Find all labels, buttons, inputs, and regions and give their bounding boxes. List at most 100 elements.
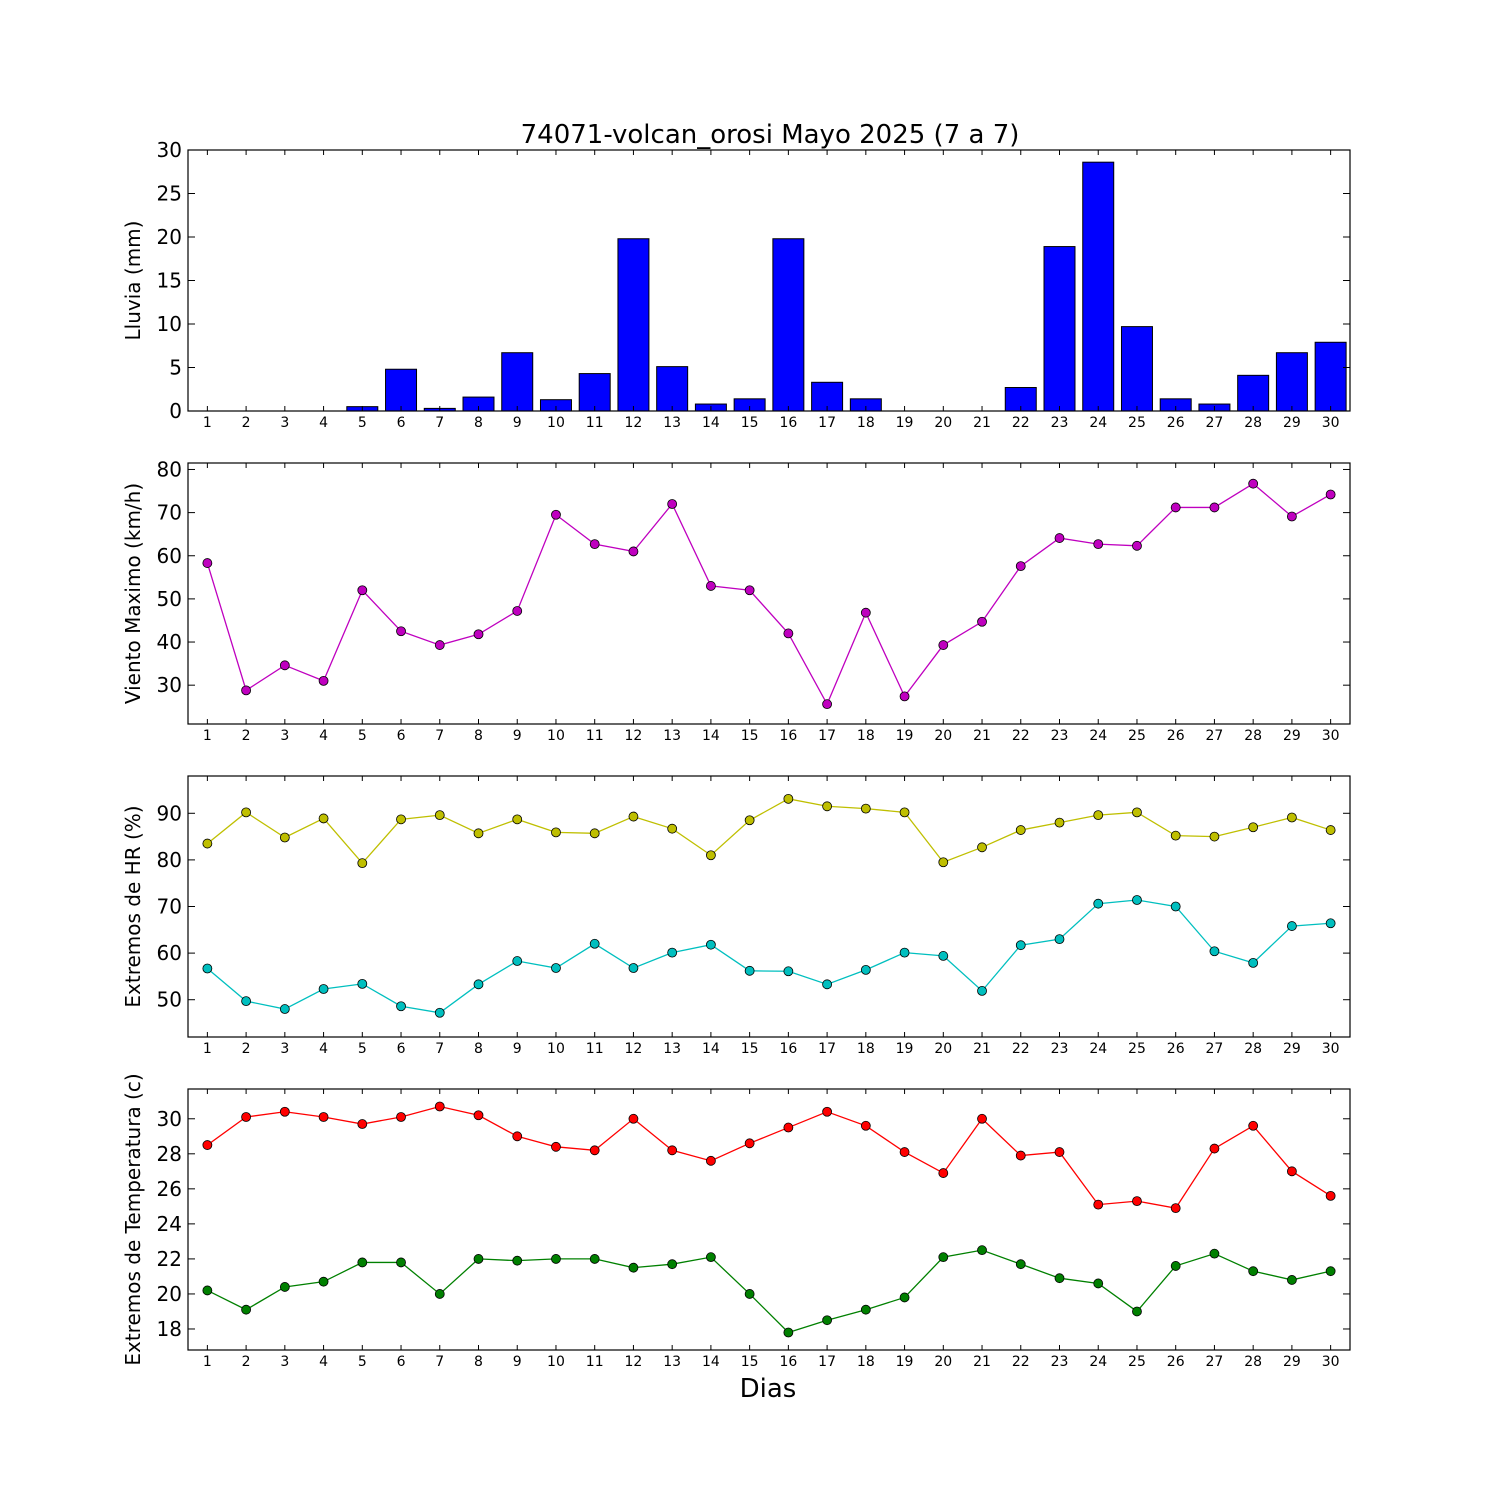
- bar-day-9: [501, 352, 534, 412]
- y-axis-label: Viento Maximo (km/h): [121, 483, 145, 704]
- x-tick-label: 12: [625, 728, 643, 744]
- x-tick-label: 11: [586, 1041, 604, 1057]
- x-tick-label: 9: [513, 415, 522, 431]
- series-1-point-day-1: [202, 1140, 213, 1150]
- series-1-point-day-14: [706, 1155, 716, 1166]
- x-tick-label: 4: [319, 1041, 328, 1057]
- series-1-point-day-3: [279, 1106, 290, 1117]
- x-tick-label: 4: [319, 1354, 328, 1370]
- y-tick-label: 70: [157, 895, 182, 919]
- series-1-line: [206, 482, 1331, 706]
- series-1-point-day-18: [860, 803, 871, 814]
- x-tick-label: 8: [474, 415, 483, 431]
- chart-panels: 1 2 3 4 5 6 7 8 9 10 11 12 13 14 15 16 17 18 19 20 21 22 23 24 2…: [121, 138, 1351, 1370]
- x-tick-label: 6: [397, 1354, 406, 1370]
- series-1-point-day-12: [628, 546, 639, 557]
- series-1-point-day-29: [1287, 1166, 1297, 1177]
- x-tick-label: 29: [1283, 415, 1301, 431]
- series-2-point-day-20: [938, 1252, 949, 1263]
- series-1-point-day-20: [938, 1168, 949, 1178]
- x-tick-label: 29: [1283, 1354, 1301, 1370]
- series-1-point-day-21: [977, 1113, 987, 1124]
- y-tick-label: 18: [157, 1317, 182, 1341]
- series-1-point-day-6: [396, 814, 406, 825]
- series-2-point-day-28: [1248, 957, 1259, 968]
- x-tick-label: 24: [1089, 728, 1107, 744]
- x-tick-label: 14: [702, 1354, 720, 1370]
- series-1-point-day-22: [1015, 561, 1026, 572]
- series-2-point-day-10: [551, 963, 561, 973]
- series-1-point-day-25: [1132, 807, 1142, 818]
- series-2-point-day-25: [1132, 1306, 1142, 1317]
- series-1-point-day-9: [512, 814, 523, 825]
- chart-title: 74071-volcan_orosi Mayo 2025 (7 a 7): [521, 120, 1020, 150]
- x-tick-label: 22: [1012, 1041, 1030, 1057]
- series-1-point-day-6: [396, 1112, 406, 1122]
- y-tick-label: 10: [157, 312, 182, 336]
- bar-day-12: [617, 238, 650, 412]
- series-2-point-day-3: [279, 1004, 290, 1014]
- y-tick-label: 5: [169, 356, 182, 380]
- series-1-point-day-25: [1132, 540, 1142, 551]
- series-2-point-day-13: [667, 1259, 678, 1270]
- x-tick-label: 9: [513, 1354, 522, 1370]
- series-1-point-day-4: [318, 675, 329, 686]
- x-tick-label: 7: [435, 1041, 444, 1057]
- x-tick-label: 12: [625, 415, 643, 431]
- x-tick-label: 21: [973, 728, 991, 744]
- series-2-point-day-6: [396, 1001, 406, 1012]
- series-2-point-day-26: [1170, 901, 1181, 912]
- x-tick-label: 16: [779, 1041, 797, 1057]
- series-2-point-day-5: [357, 1257, 368, 1268]
- series-1-point-day-4: [318, 813, 329, 824]
- series-1-point-day-28: [1248, 478, 1259, 489]
- x-tick-label: 10: [547, 415, 565, 431]
- series-2-line: [206, 899, 1331, 1014]
- x-tick-label: 12: [625, 1354, 643, 1370]
- x-tick-label: 30: [1322, 1354, 1340, 1370]
- x-tick-label: 3: [280, 415, 289, 431]
- series-1-point-day-30: [1325, 489, 1336, 500]
- series-2-point-day-24: [1093, 898, 1104, 909]
- y-axis-label: Extremos de Temperatura (c): [121, 1073, 145, 1365]
- x-tick-label: 9: [513, 1041, 522, 1057]
- y-tick-label: 40: [157, 630, 182, 654]
- series-1-point-day-3: [279, 660, 290, 671]
- series-1-point-day-17: [822, 1106, 832, 1117]
- y-tick-label: 24: [157, 1212, 182, 1236]
- series-2-line: [207, 1249, 1331, 1334]
- series-2-point-day-1: [202, 963, 213, 974]
- x-tick-label: 15: [741, 415, 759, 431]
- series-2-point-day-23: [1054, 934, 1065, 945]
- series-1-point-day-16: [783, 1122, 794, 1133]
- x-tick-label: 26: [1167, 415, 1185, 431]
- x-tick-label: 27: [1206, 1354, 1224, 1370]
- series-1-point-day-25: [1132, 1196, 1142, 1207]
- x-tick-label: 6: [397, 415, 406, 431]
- series-2-point-day-24: [1093, 1278, 1104, 1289]
- bar-day-30: [1314, 341, 1347, 412]
- x-tick-label: 13: [663, 728, 681, 744]
- series-2-point-day-1: [202, 1285, 213, 1296]
- x-tick-label: 2: [242, 415, 251, 431]
- x-tick-label: 28: [1244, 1354, 1262, 1370]
- series-2-point-day-3: [279, 1282, 290, 1292]
- series-1-point-day-4: [318, 1112, 329, 1122]
- y-tick-label: 80: [157, 457, 182, 481]
- series-1-point-day-2: [241, 807, 252, 818]
- series-2-point-day-27: [1209, 1248, 1220, 1259]
- series-2-point-day-25: [1132, 895, 1142, 905]
- y-tick-label: 22: [157, 1247, 182, 1271]
- series-1-line: [206, 798, 1331, 865]
- series-2-point-day-21: [977, 985, 987, 996]
- series-1-point-day-19: [899, 1147, 910, 1157]
- series-1-point-day-12: [628, 1113, 639, 1124]
- y-tick-label: 30: [157, 1107, 182, 1131]
- x-tick-label: 28: [1244, 1041, 1262, 1057]
- series-2-point-day-2: [241, 1304, 252, 1315]
- series-1-point-day-16: [783, 793, 794, 804]
- x-tick-label: 6: [397, 728, 406, 744]
- series-1-point-day-5: [357, 1119, 368, 1129]
- y-tick-label: 28: [157, 1142, 182, 1166]
- x-tick-label: 1: [203, 1041, 212, 1057]
